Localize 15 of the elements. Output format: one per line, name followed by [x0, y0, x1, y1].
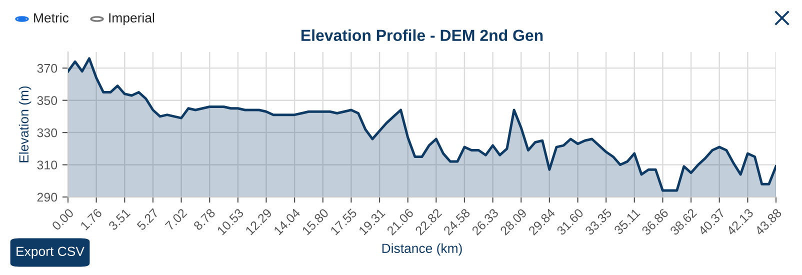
- y-tick-label: 330: [37, 128, 58, 138]
- y-tick-label: 310: [37, 160, 58, 170]
- x-tick-label: 7.02: [164, 208, 188, 231]
- x-tick-label: 3.51: [108, 208, 131, 231]
- y-tick-label: 370: [37, 64, 58, 73]
- y-tick-label: 290: [37, 192, 58, 202]
- x-tick-label: 8.78: [193, 208, 216, 231]
- y-tick-label: 350: [37, 96, 58, 105]
- text: Metric: [34, 12, 69, 23]
- chart-title: Elevation Profile - DEM 2nd Gen: [301, 29, 543, 42]
- y-axis-title: Elevation (m): [18, 86, 32, 162]
- text: Imperial: [109, 12, 154, 26]
- x-tick-label: 0.00: [51, 208, 74, 231]
- text: Export CSV: [16, 246, 84, 259]
- x-axis-title: Distance (km): [382, 243, 462, 256]
